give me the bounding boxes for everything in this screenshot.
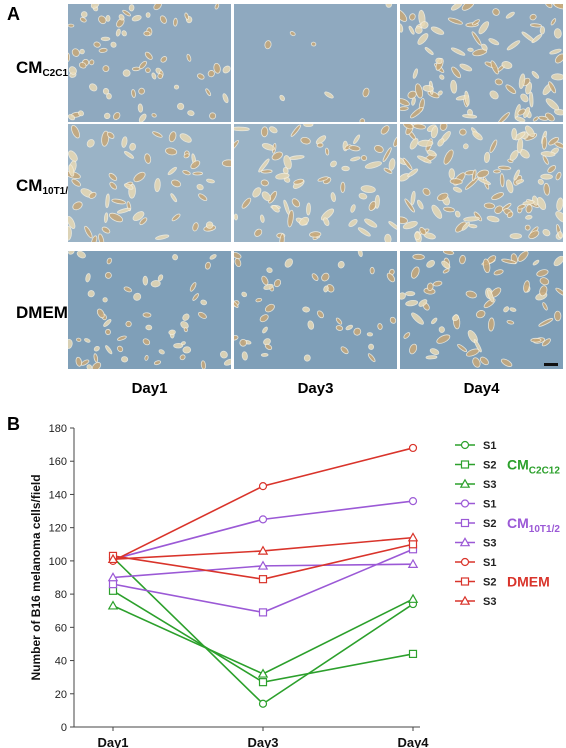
micrograph-3-2 xyxy=(234,251,397,369)
data-point xyxy=(408,540,418,549)
series-3 xyxy=(107,593,419,678)
column-label-day1: Day1 xyxy=(131,380,168,397)
row-label-dmem: DMEM xyxy=(16,303,68,324)
data-point xyxy=(407,558,419,569)
legend: S1 S2 S3 S1 S2 S3 S1 S2 S3 CMC2C12 CM10T1/2 DMEM xyxy=(455,440,560,608)
legend-group-label: CMC2C12 xyxy=(507,457,560,477)
series-9 xyxy=(107,532,419,564)
legend-marker xyxy=(460,460,470,469)
y-tick-label: 160 xyxy=(49,456,67,468)
series-line xyxy=(112,447,414,562)
micrograph-3-1 xyxy=(68,251,231,369)
data-point xyxy=(107,553,119,564)
legend-series-name: S2 xyxy=(483,518,496,530)
row-label-sub: C2C12 xyxy=(42,68,74,79)
micrograph-1-1 xyxy=(68,4,231,122)
row-label-main: CM xyxy=(16,176,43,195)
legend-marker xyxy=(460,440,470,450)
y-tick-label: 60 xyxy=(55,622,67,634)
data-point xyxy=(258,608,268,617)
legend-marker xyxy=(459,478,471,488)
data-point xyxy=(407,532,419,542)
micrograph-2-2 xyxy=(234,124,397,242)
data-point xyxy=(407,593,419,603)
panel-a-letter: A xyxy=(7,4,20,24)
y-tick-label: 80 xyxy=(55,589,67,601)
legend-marker xyxy=(460,557,470,567)
data-point xyxy=(258,699,268,708)
row-label-main: CM xyxy=(16,58,43,77)
legend-series-name: S2 xyxy=(483,460,496,472)
column-label-day4: Day4 xyxy=(463,380,500,397)
data-point xyxy=(257,560,269,570)
data-point xyxy=(107,572,119,582)
data-point xyxy=(408,649,418,659)
series-6 xyxy=(107,558,419,582)
legend-marker xyxy=(459,595,471,605)
legend-group-label: CM10T1/2 xyxy=(507,515,560,535)
x-tick-label: Day4 xyxy=(397,735,429,748)
legend-group-label: DMEM xyxy=(507,574,550,590)
row-label-cm-10t12: CM10T1/2 xyxy=(16,176,74,197)
data-point xyxy=(258,482,268,491)
row-label-cm-c2c12: CMC2C12 xyxy=(16,58,74,79)
legend-series-name: S1 xyxy=(483,557,496,569)
y-tick-label: 40 xyxy=(55,656,67,668)
data-point xyxy=(258,575,268,584)
data-point xyxy=(257,668,269,678)
data-point xyxy=(257,545,269,555)
data-point xyxy=(408,443,418,453)
data-point xyxy=(258,678,268,687)
column-label-day3: Day3 xyxy=(297,380,334,397)
data-point xyxy=(107,600,119,610)
y-tick-label: 180 xyxy=(49,423,67,435)
legend-series-name: S2 xyxy=(483,577,496,589)
micrograph-1-3 xyxy=(400,4,563,122)
legend-marker xyxy=(460,499,470,508)
scale-bar xyxy=(544,363,558,366)
micrograph-2-1 xyxy=(68,124,231,242)
y-tick-label: 100 xyxy=(49,556,67,568)
y-axis-label: Number of B16 melanoma cells/field xyxy=(29,474,43,680)
data-point xyxy=(408,496,418,506)
micrograph-3-3 xyxy=(400,251,563,369)
micrograph-2-3 xyxy=(400,124,563,242)
y-tick-label: 0 xyxy=(61,722,67,734)
y-tick-label: 140 xyxy=(49,489,67,501)
line-chart: 0 20 40 60 80 100 120 140 160 180 Day1 Day3 Day4 Numb… xyxy=(29,423,560,748)
row-label-sub: 10T1/2 xyxy=(42,186,74,197)
legend-series-name: S1 xyxy=(483,440,496,452)
panel-b-letter: B xyxy=(7,414,20,434)
legend-marker xyxy=(459,537,471,547)
data-point xyxy=(258,515,268,524)
x-tick-label: Day1 xyxy=(97,735,128,748)
data-point xyxy=(108,586,118,595)
x-tick-label: Day3 xyxy=(247,735,278,748)
legend-marker xyxy=(460,518,470,528)
data-point xyxy=(108,580,118,589)
legend-marker xyxy=(460,577,470,586)
row-label-main: DMEM xyxy=(16,303,68,322)
legend-series-name: S1 xyxy=(483,499,496,511)
y-tick-label: 20 xyxy=(55,689,67,701)
legend-series-name: S3 xyxy=(483,479,496,491)
legend-series-name: S3 xyxy=(483,538,496,550)
legend-series-name: S3 xyxy=(483,596,496,608)
y-tick-label: 120 xyxy=(49,523,67,535)
micrograph-1-2 xyxy=(234,4,397,122)
